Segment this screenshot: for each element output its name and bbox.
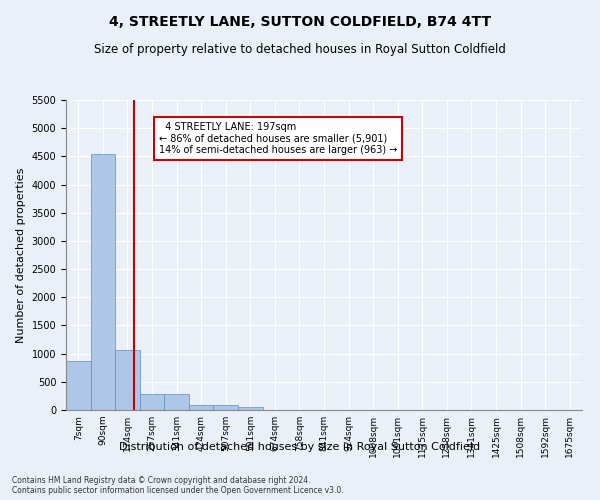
Bar [189, 406, 214, 410]
Text: 4 STREETLY LANE: 197sqm
← 86% of detached houses are smaller (5,901)
14% of semi: 4 STREETLY LANE: 197sqm ← 86% of detache… [159, 122, 397, 155]
Bar [214, 406, 238, 410]
Text: Contains HM Land Registry data © Crown copyright and database right 2024.: Contains HM Land Registry data © Crown c… [0, 499, 1, 500]
Text: Contains public sector information licensed under the Open Government Licence v3: Contains public sector information licen… [0, 499, 1, 500]
Bar [91, 154, 115, 410]
Text: 4, STREETLY LANE, SUTTON COLDFIELD, B74 4TT: 4, STREETLY LANE, SUTTON COLDFIELD, B74 … [109, 15, 491, 29]
Bar [238, 407, 263, 410]
Text: Distribution of detached houses by size in Royal Sutton Coldfield: Distribution of detached houses by size … [119, 442, 481, 452]
Text: Contains HM Land Registry data © Crown copyright and database right 2024.
Contai: Contains HM Land Registry data © Crown c… [12, 476, 344, 495]
Bar [66, 361, 91, 410]
Y-axis label: Number of detached properties: Number of detached properties [16, 168, 26, 342]
Bar [140, 394, 164, 410]
Bar [115, 350, 140, 410]
Text: Size of property relative to detached houses in Royal Sutton Coldfield: Size of property relative to detached ho… [94, 42, 506, 56]
Bar [164, 394, 189, 410]
